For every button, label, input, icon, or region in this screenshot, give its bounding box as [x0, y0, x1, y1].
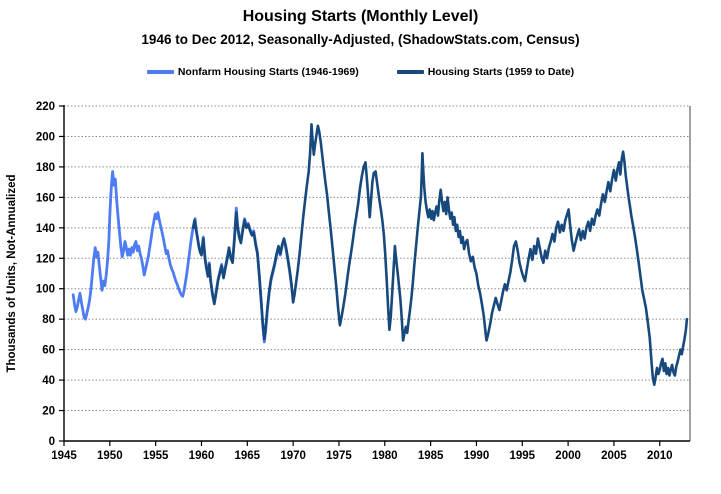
x-tick-label-1960: 1960 [189, 450, 215, 462]
x-tick-label-2010: 2010 [647, 450, 673, 462]
y-tick-label-100: 100 [36, 284, 55, 296]
x-tick-label-1965: 1965 [235, 450, 261, 462]
legend-label-nonfarm: Nonfarm Housing Starts (1946-1969) [177, 66, 359, 78]
x-tick-label-1945: 1945 [51, 450, 77, 462]
legend-label-housing-starts: Housing Starts (1959 to Date) [427, 66, 575, 78]
legend-line-swatch-light-blue [146, 70, 174, 74]
x-tick-label-2000: 2000 [555, 450, 581, 462]
y-tick-label-40: 40 [42, 375, 55, 387]
legend-item-nonfarm: Nonfarm Housing Starts (1946-1969) [146, 66, 359, 78]
chart-subtitle: 1946 to Dec 2012, Seasonally-Adjusted, (… [141, 32, 580, 47]
x-tick-label-1985: 1985 [418, 450, 444, 462]
y-tick-label-80: 80 [42, 314, 55, 326]
legend-line-swatch-dark-blue [396, 70, 424, 74]
legend-item-housing-starts: Housing Starts (1959 to Date) [396, 66, 575, 78]
x-tick-label-1975: 1975 [326, 450, 352, 462]
x-tick-label-1990: 1990 [464, 450, 490, 462]
y-axis-title: Thousands of Units, Not-Annualized [6, 174, 18, 372]
y-tick-label-20: 20 [42, 406, 55, 418]
y-tick-label-220: 220 [36, 101, 55, 113]
x-tick-label-1995: 1995 [509, 450, 535, 462]
y-tick-label-60: 60 [42, 345, 55, 357]
series-line-housing-starts-1959-to-date [191, 123, 689, 387]
y-tick-label-160: 160 [36, 192, 55, 204]
y-tick-label-0: 0 [49, 436, 55, 448]
x-tick-label-1970: 1970 [280, 450, 306, 462]
y-tick-label-120: 120 [36, 253, 55, 265]
x-tick-label-1980: 1980 [372, 450, 398, 462]
y-tick-label-140: 140 [36, 223, 55, 235]
page-title: Housing Starts (Monthly Level) [242, 8, 479, 25]
x-tick-label-1955: 1955 [143, 450, 169, 462]
x-tick-label-2005: 2005 [601, 450, 627, 462]
x-tick-label-1950: 1950 [97, 450, 123, 462]
y-tick-label-180: 180 [36, 162, 55, 174]
legend: Nonfarm Housing Starts (1946-1969) Housi… [0, 66, 721, 78]
y-tick-label-200: 200 [36, 131, 55, 143]
